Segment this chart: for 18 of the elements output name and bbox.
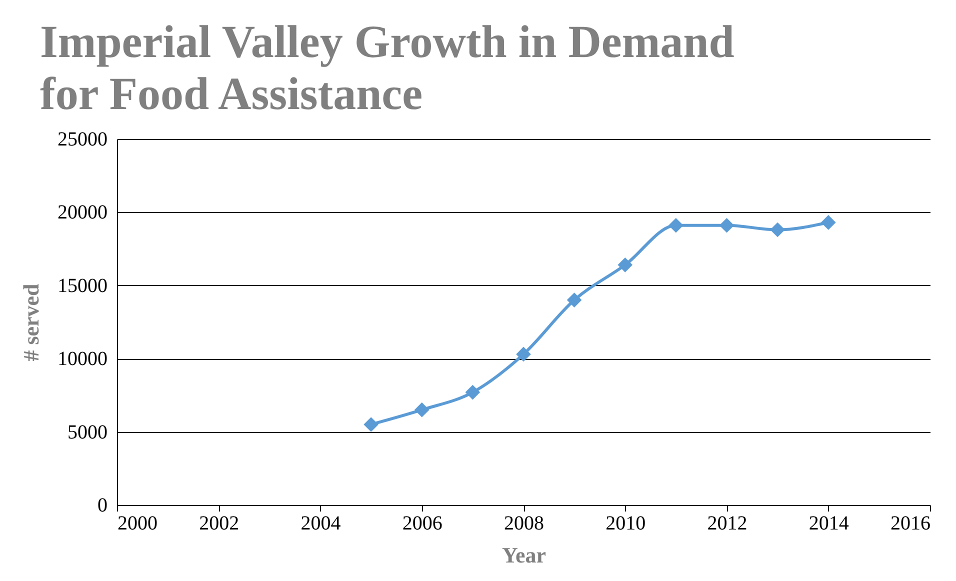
x-tick-label: 2006 (402, 512, 442, 534)
y-tick-label: 25000 (58, 128, 108, 150)
y-tick-label: 0 (98, 494, 108, 516)
y-axis-title: # served (18, 284, 44, 362)
y-tick-label: 10000 (58, 348, 108, 370)
x-tick-label: 2004 (300, 512, 341, 534)
y-tick-label: 20000 (58, 202, 108, 224)
x-tick-label: 2014 (808, 512, 849, 534)
x-tick-label: 2000 (118, 512, 158, 534)
x-tick-label: 2012 (707, 512, 748, 534)
x-tick-label: 2002 (199, 512, 240, 534)
y-tick-label: 15000 (58, 274, 108, 297)
x-tick-label: 2010 (606, 512, 646, 534)
chart-title: Imperial Valley Growth in Demand for Food Assistance (40, 16, 735, 119)
x-tick-label: 2008 (504, 512, 544, 534)
y-tick-label: 5000 (68, 421, 108, 444)
x-axis-title: Year (502, 542, 546, 568)
x-tick-label: 2016 (890, 512, 930, 534)
